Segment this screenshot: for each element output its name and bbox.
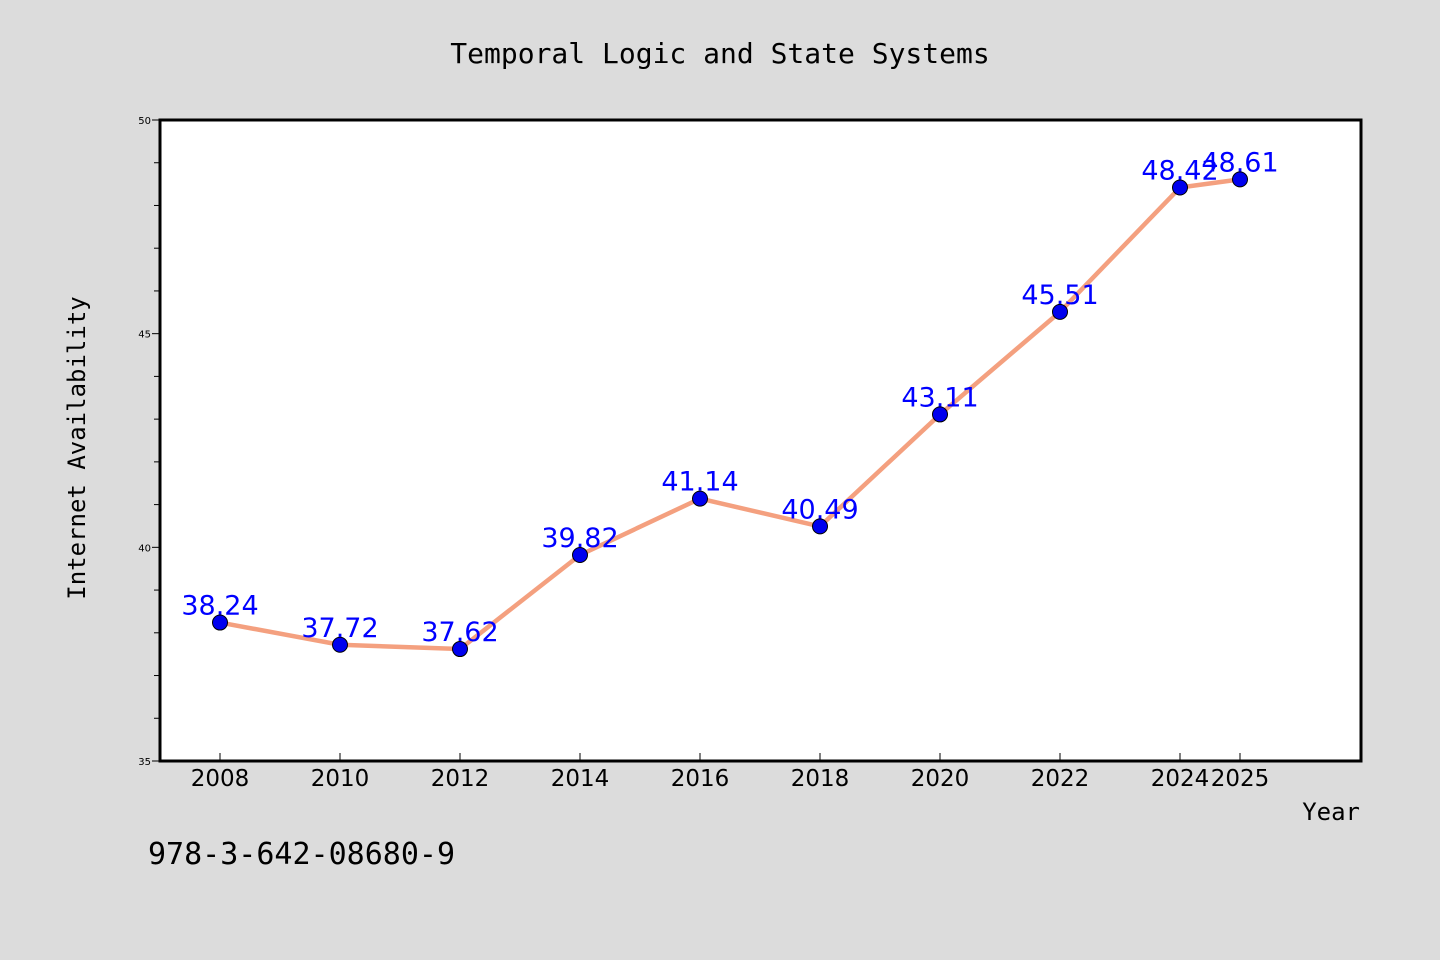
x-axis-label: Year — [1302, 798, 1360, 826]
data-label: 37.62 — [421, 617, 498, 648]
plot-area — [160, 120, 1361, 761]
y-tick-label: 50 — [138, 116, 151, 127]
data-point — [572, 547, 588, 564]
data-point — [932, 406, 948, 423]
data-label: 41.14 — [661, 467, 738, 498]
data-label: 39.82 — [541, 523, 618, 554]
y-tick-label: 45 — [138, 330, 151, 341]
x-tick-label: 2014 — [551, 766, 610, 792]
y-tick-label: 35 — [138, 757, 151, 768]
data-label: 48.61 — [1201, 147, 1278, 178]
plot-frame — [158, 118, 1363, 763]
x-tick-label: 2018 — [791, 766, 850, 792]
data-label-layer: 38.24 37.72 37.62 39.82 41.14 40.49 43.11 45.51… — [181, 147, 1278, 648]
data-point — [692, 490, 708, 507]
series-line — [217, 177, 1243, 652]
data-label: 37.72 — [301, 613, 378, 644]
x-tick-label: 2024 — [1151, 766, 1210, 792]
data-label: 38.24 — [181, 591, 258, 622]
data-label: 45.51 — [1021, 280, 1098, 311]
x-tick-label: 2010 — [311, 766, 370, 792]
series-layer — [217, 177, 1243, 652]
data-point — [332, 636, 348, 653]
x-axis: 2008 2010 2012 2014 2016 2018 2020 2022 2024 2025 — [191, 753, 1270, 792]
y-tick-label: 40 — [138, 543, 151, 554]
data-point — [452, 641, 468, 658]
x-tick-label: 2020 — [911, 766, 970, 792]
data-label: 40.49 — [781, 494, 858, 525]
x-tick-label: 2012 — [431, 766, 490, 792]
y-axis-label: Internet Availability — [63, 296, 91, 599]
isbn-text: 978-3-642-08680-9 — [148, 837, 455, 872]
x-tick-label: 2016 — [671, 766, 730, 792]
x-tick-label: 2022 — [1031, 766, 1090, 792]
x-tick-label: 2008 — [191, 766, 250, 792]
marker-layer — [212, 171, 1248, 658]
data-label: 43.11 — [901, 382, 978, 413]
x-tick-label: 2025 — [1211, 766, 1270, 792]
chart-title: Temporal Logic and State Systems — [450, 37, 989, 70]
data-point — [1172, 179, 1188, 196]
data-point — [1052, 303, 1068, 320]
data-point — [212, 614, 228, 631]
data-label: 48.42 — [1141, 156, 1218, 187]
data-point — [1232, 171, 1248, 188]
data-point — [812, 518, 828, 535]
